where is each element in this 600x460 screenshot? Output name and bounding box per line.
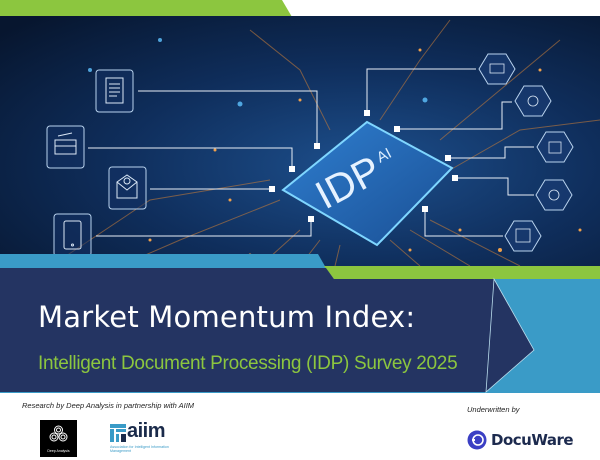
gear-icon [535, 179, 573, 211]
deep-analysis-logo-text: Deep Analysis [47, 449, 70, 453]
page-subtitle: Intelligent Document Processing (IDP) Su… [38, 353, 458, 374]
aiim-wordmark: aiim [127, 420, 166, 442]
phone-icon [53, 213, 92, 257]
underwritten-label: Underwritten by [467, 405, 520, 414]
research-credit: Research by Deep Analysis in partnership… [22, 401, 195, 410]
ai-idp-chip: AI IDP [281, 120, 454, 247]
aiim-tagline: Association for Intelligent Information … [110, 445, 169, 453]
chip-label-small: AI [374, 145, 395, 167]
cloud-gear-icon [514, 85, 552, 117]
scanner-icon [46, 125, 85, 169]
deep-analysis-logo: Deep Analysis [40, 420, 77, 457]
docuware-mark-icon [467, 430, 487, 450]
aiim-logo: aiim Association for Intelligent Informa… [110, 420, 170, 458]
triskelion-icon [49, 425, 68, 442]
docuware-logo: DocuWare [467, 428, 574, 452]
hero-circuit-image: AI IDP [0, 16, 600, 266]
form-icon [504, 220, 542, 252]
docuware-wordmark: DocuWare [491, 431, 574, 449]
page-title: Market Momentum Index: [38, 300, 416, 334]
email-icon [108, 166, 147, 210]
robot-icon [536, 131, 574, 163]
title-band [0, 254, 600, 393]
top-green-strip [0, 0, 292, 17]
workflow-icon [478, 53, 516, 85]
document-icon [95, 69, 134, 113]
aiim-mark-icon [110, 424, 126, 442]
